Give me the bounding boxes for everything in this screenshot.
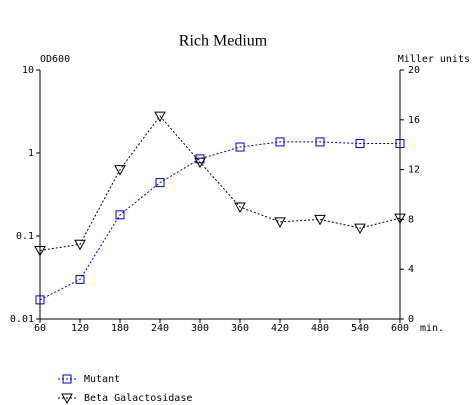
x-tick-label: 120: [71, 323, 89, 334]
data-point: [274, 217, 286, 228]
data-point: [355, 139, 365, 149]
legend-label: Beta Galactosidase: [84, 393, 192, 404]
y2-tick-label: 8: [408, 214, 414, 225]
data-point: [234, 202, 246, 213]
data-point: [35, 295, 45, 305]
y2-axis-label: Miller units: [398, 54, 470, 65]
data-point: [395, 139, 405, 149]
x-tick-label: 240: [151, 323, 169, 334]
y-axis-label: OD600: [40, 54, 70, 65]
legend-marker: [61, 393, 73, 405]
data-point: [235, 142, 245, 152]
y-tick-label: 0.1: [16, 231, 34, 242]
x-tick-label: 540: [351, 323, 369, 334]
data-point: [354, 223, 366, 235]
series-line: [39, 115, 401, 252]
data-point: [315, 137, 325, 147]
x-tick-label: 600: [391, 323, 409, 334]
y2-tick-label: 4: [408, 264, 414, 275]
data-point: [155, 178, 165, 188]
y-tick-label: 10: [22, 65, 34, 76]
data-point: [114, 165, 126, 176]
y-tick-label: 0.01: [10, 314, 34, 325]
x-tick-label: 480: [311, 323, 329, 334]
data-point: [75, 274, 85, 284]
y2-tick-label: 16: [408, 115, 420, 126]
data-point: [74, 239, 86, 251]
data-point: [194, 157, 206, 169]
data-point: [154, 111, 166, 123]
series-line: [39, 141, 400, 301]
x-tick-label: 420: [271, 323, 289, 334]
chart-title: Rich Medium: [179, 33, 268, 50]
data-point: [314, 214, 326, 226]
x-tick-label: 60: [34, 323, 46, 334]
y-tick-label: 1: [28, 148, 34, 159]
y2-tick-label: 12: [408, 165, 420, 176]
data-point: [34, 246, 46, 257]
x-tick-label: 360: [231, 323, 249, 334]
x-axis-label: min.: [420, 323, 444, 334]
y2-tick-label: 0: [408, 314, 414, 325]
data-point: [275, 137, 285, 147]
x-tick-label: 180: [111, 323, 129, 334]
legend-label: Mutant: [84, 374, 120, 385]
y2-tick-label: 20: [408, 65, 420, 76]
data-point: [115, 210, 125, 220]
legend-marker: [62, 374, 72, 384]
data-point: [394, 213, 406, 225]
x-tick-label: 300: [191, 323, 209, 334]
